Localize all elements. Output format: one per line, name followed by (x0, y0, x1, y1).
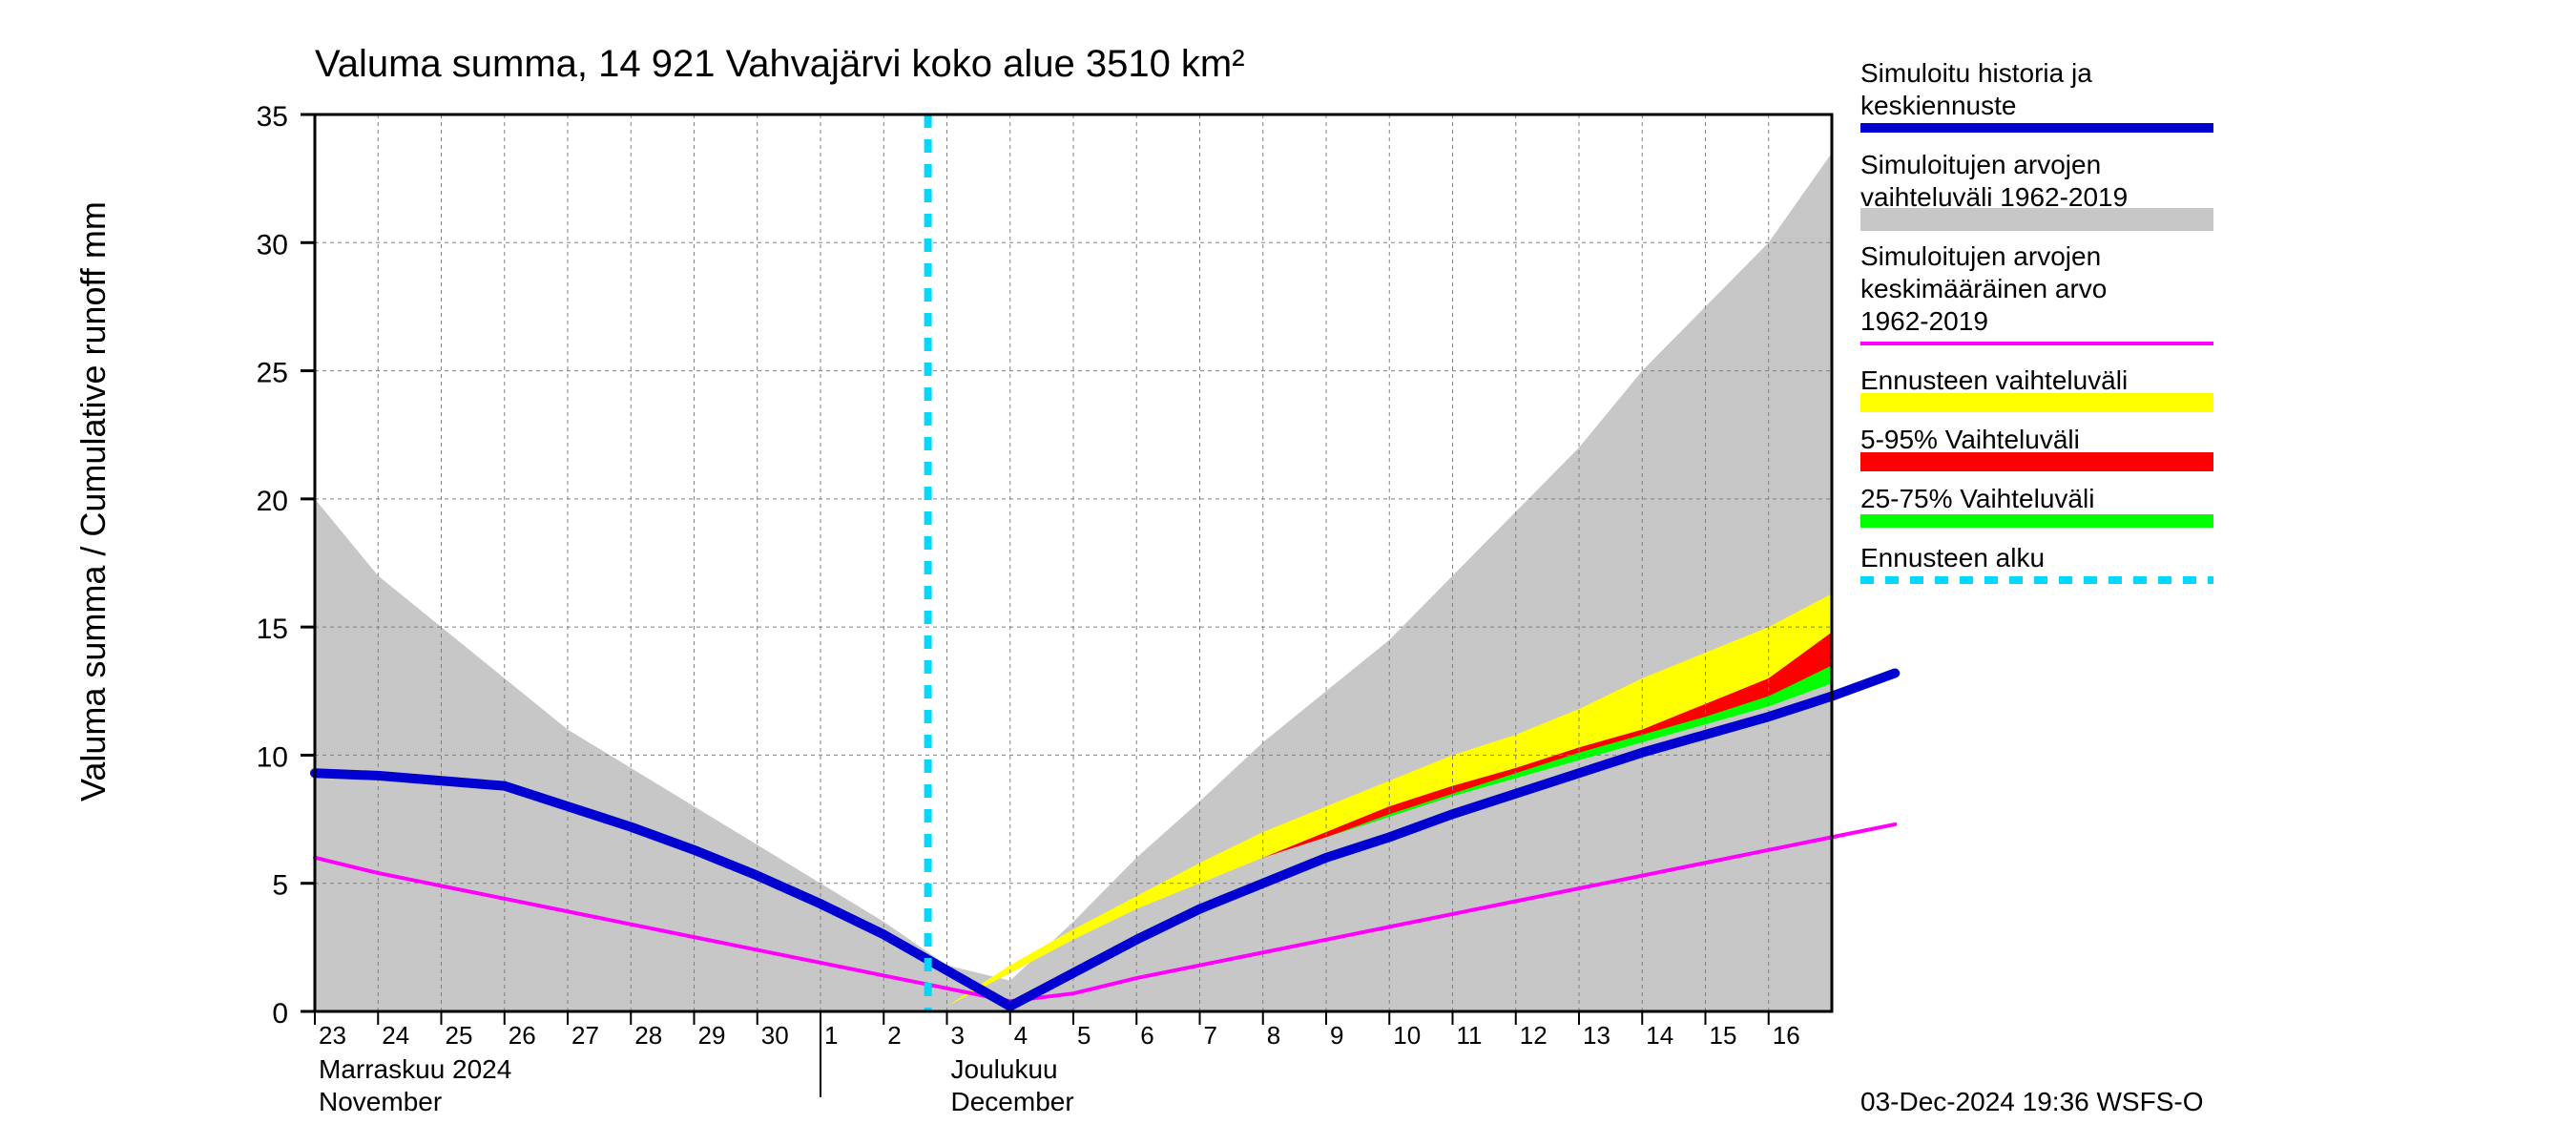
y-tick-label: 10 (257, 741, 288, 773)
footer-timestamp: 03-Dec-2024 19:36 WSFS-O (1860, 1087, 2204, 1116)
legend-swatch (1860, 514, 2213, 528)
y-tick-label: 0 (272, 998, 288, 1030)
x-tick-label: 4 (1014, 1021, 1028, 1050)
month-label: Joulukuu (951, 1054, 1058, 1084)
x-tick-label: 12 (1520, 1021, 1548, 1050)
x-tick-label: 28 (634, 1021, 662, 1050)
legend-label: Simuloitujen arvojen (1860, 150, 2101, 179)
legend-label: 25-75% Vaihteluväli (1860, 484, 2094, 513)
chart-title: Valuma summa, 14 921 Vahvajärvi koko alu… (315, 43, 1245, 85)
x-tick-label: 10 (1393, 1021, 1421, 1050)
x-tick-label: 13 (1583, 1021, 1610, 1050)
x-tick-label: 14 (1646, 1021, 1673, 1050)
legend-label: vaihteluväli 1962-2019 (1860, 182, 2128, 212)
x-tick-label: 15 (1710, 1021, 1737, 1050)
x-tick-label: 3 (951, 1021, 965, 1050)
month-label: Marraskuu 2024 (319, 1054, 511, 1084)
x-tick-label: 5 (1077, 1021, 1091, 1050)
legend-swatch (1860, 208, 2213, 231)
x-tick-label: 26 (509, 1021, 536, 1050)
legend-label: Simuloitujen arvojen (1860, 241, 2101, 271)
month-label: November (319, 1087, 442, 1116)
month-label: December (951, 1087, 1074, 1116)
x-tick-label: 30 (761, 1021, 789, 1050)
legend-label: Simuloitu historia ja (1860, 58, 2092, 88)
legend-swatch (1860, 452, 2213, 471)
legend-swatch (1860, 393, 2213, 412)
legend-label: 5-95% Vaihteluväli (1860, 425, 2080, 454)
x-tick-label: 25 (446, 1021, 473, 1050)
y-tick-label: 15 (257, 614, 288, 645)
x-tick-label: 23 (319, 1021, 346, 1050)
x-tick-label: 11 (1457, 1021, 1483, 1050)
y-tick-label: 25 (257, 358, 288, 389)
runoff-chart: 0510152025303523242526272829301234567891… (0, 0, 2576, 1145)
legend-label: 1962-2019 (1860, 306, 1988, 336)
legend-label: keskimääräinen arvo (1860, 274, 2107, 303)
x-tick-label: 2 (887, 1021, 901, 1050)
x-tick-label: 16 (1773, 1021, 1800, 1050)
x-tick-label: 6 (1140, 1021, 1153, 1050)
chart-container: 0510152025303523242526272829301234567891… (0, 0, 2576, 1145)
legend-label: Ennusteen alku (1860, 543, 2045, 572)
x-tick-label: 7 (1204, 1021, 1217, 1050)
x-tick-label: 27 (571, 1021, 599, 1050)
x-tick-label: 8 (1267, 1021, 1280, 1050)
y-tick-label: 5 (272, 870, 288, 902)
y-tick-label: 20 (257, 486, 288, 517)
y-axis-label: Valuma summa / Cumulative runoff mm (73, 201, 113, 802)
y-tick-label: 35 (257, 101, 288, 133)
x-tick-label: 29 (698, 1021, 726, 1050)
x-tick-label: 24 (382, 1021, 409, 1050)
y-tick-label: 30 (257, 229, 288, 260)
x-tick-label: 9 (1330, 1021, 1343, 1050)
legend-label: Ennusteen vaihteluväli (1860, 365, 2128, 395)
legend-label: keskiennuste (1860, 91, 2016, 120)
x-tick-label: 1 (824, 1021, 838, 1050)
